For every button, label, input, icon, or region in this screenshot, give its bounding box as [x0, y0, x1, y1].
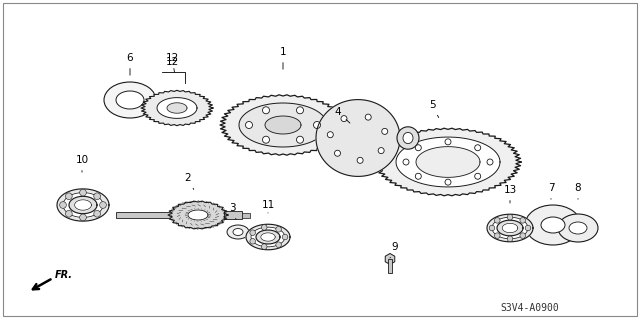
Circle shape — [381, 128, 388, 134]
Bar — [242, 212, 250, 218]
Text: 10: 10 — [76, 155, 88, 172]
Circle shape — [261, 244, 267, 249]
Circle shape — [495, 218, 500, 223]
Circle shape — [489, 225, 495, 231]
Polygon shape — [157, 98, 197, 118]
Circle shape — [415, 145, 421, 151]
Circle shape — [296, 136, 303, 143]
Ellipse shape — [116, 91, 144, 109]
Ellipse shape — [569, 222, 587, 234]
Ellipse shape — [558, 214, 598, 242]
Circle shape — [65, 193, 72, 200]
Polygon shape — [256, 230, 280, 244]
Polygon shape — [396, 137, 500, 187]
Ellipse shape — [525, 205, 581, 245]
Polygon shape — [167, 103, 187, 113]
Circle shape — [445, 179, 451, 185]
Polygon shape — [316, 100, 400, 176]
Polygon shape — [141, 90, 213, 126]
Circle shape — [250, 239, 255, 244]
Circle shape — [276, 242, 282, 248]
Polygon shape — [239, 103, 327, 147]
Polygon shape — [492, 217, 528, 239]
Circle shape — [276, 226, 282, 232]
Circle shape — [79, 189, 86, 196]
Circle shape — [60, 202, 67, 208]
Bar — [224, 211, 242, 219]
Circle shape — [262, 107, 269, 114]
Text: 2: 2 — [185, 173, 194, 189]
Circle shape — [341, 115, 347, 122]
Text: 3: 3 — [228, 203, 236, 219]
Circle shape — [250, 230, 255, 235]
Polygon shape — [497, 220, 523, 236]
Polygon shape — [265, 116, 301, 134]
Text: 8: 8 — [575, 183, 581, 199]
Polygon shape — [487, 214, 533, 242]
Circle shape — [365, 114, 371, 120]
Text: 6: 6 — [127, 53, 133, 75]
Polygon shape — [69, 196, 97, 214]
Ellipse shape — [541, 217, 565, 233]
Text: S3V4-A0900: S3V4-A0900 — [500, 303, 559, 313]
Circle shape — [445, 139, 451, 145]
Circle shape — [65, 211, 72, 217]
Circle shape — [262, 136, 269, 143]
Ellipse shape — [403, 132, 413, 144]
Polygon shape — [63, 193, 103, 218]
Circle shape — [327, 132, 333, 138]
Text: 11: 11 — [261, 200, 275, 213]
Text: 4: 4 — [335, 107, 350, 123]
Circle shape — [525, 225, 531, 231]
Polygon shape — [57, 189, 109, 221]
Circle shape — [415, 173, 421, 179]
Circle shape — [100, 202, 106, 208]
Polygon shape — [188, 210, 208, 220]
Text: 12: 12 — [165, 53, 179, 72]
Polygon shape — [75, 200, 92, 210]
Ellipse shape — [397, 127, 419, 149]
Bar — [176, 210, 191, 220]
Text: 12: 12 — [165, 57, 179, 67]
Circle shape — [94, 193, 100, 200]
Circle shape — [378, 148, 384, 154]
Circle shape — [357, 157, 363, 163]
Ellipse shape — [227, 225, 249, 239]
Circle shape — [507, 236, 513, 241]
Circle shape — [475, 173, 481, 179]
Circle shape — [475, 145, 481, 151]
Circle shape — [79, 214, 86, 221]
Circle shape — [520, 233, 525, 238]
Polygon shape — [168, 201, 228, 229]
Circle shape — [282, 234, 288, 240]
Circle shape — [335, 150, 340, 156]
Circle shape — [314, 122, 321, 129]
Circle shape — [296, 107, 303, 114]
Text: 7: 7 — [548, 183, 554, 199]
Ellipse shape — [104, 82, 156, 118]
Ellipse shape — [233, 228, 243, 235]
Bar — [116, 212, 176, 218]
Text: FR.: FR. — [55, 270, 73, 280]
Bar — [388, 259, 392, 273]
Circle shape — [261, 225, 267, 230]
Polygon shape — [261, 233, 275, 241]
Circle shape — [507, 214, 513, 220]
Circle shape — [246, 122, 253, 129]
Polygon shape — [502, 223, 518, 233]
Polygon shape — [375, 128, 521, 196]
Circle shape — [94, 211, 100, 217]
Circle shape — [520, 218, 525, 223]
Text: 9: 9 — [390, 242, 398, 258]
Polygon shape — [246, 224, 290, 250]
Text: 5: 5 — [429, 100, 438, 117]
Circle shape — [403, 159, 409, 165]
Circle shape — [495, 233, 500, 238]
Text: 1: 1 — [280, 47, 286, 69]
Polygon shape — [416, 147, 480, 177]
Polygon shape — [220, 95, 346, 155]
Text: 13: 13 — [504, 185, 516, 203]
Polygon shape — [251, 227, 285, 247]
Circle shape — [487, 159, 493, 165]
